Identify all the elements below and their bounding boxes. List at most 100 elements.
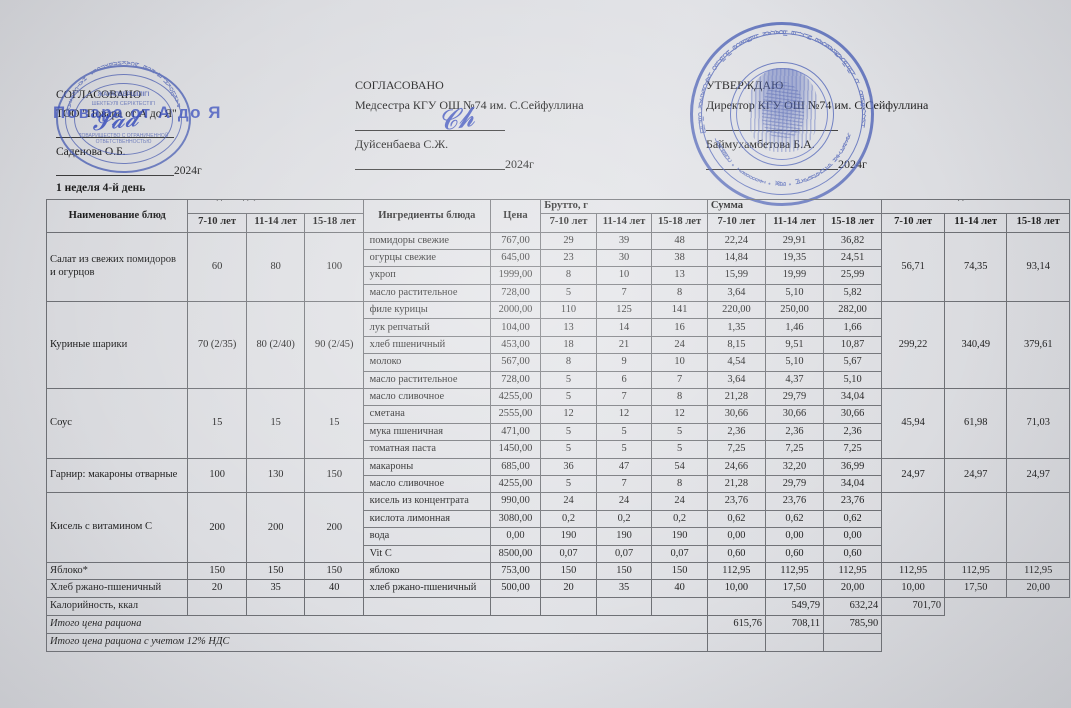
cell-sum-0: 14,84 <box>706 248 766 268</box>
table-row: лук репчатый 104,00 13 14 16 1,35 1,46 1,66 <box>47 318 1070 337</box>
cell-ingredient-name: хлеб пшеничный <box>363 335 491 355</box>
cell-summary-blank-2 <box>304 596 365 616</box>
cell-summary-value-0: 549,79 <box>764 596 825 616</box>
cell-summary-label: Калорийность, ккал <box>45 596 189 616</box>
cell-yield-2: 150 <box>304 457 365 494</box>
cell-gross-2: 190 <box>651 527 708 546</box>
cell-summary-label: Итого цена рациона с учетом 12% НДС <box>46 632 708 652</box>
cell-cost-0: 24,97 <box>881 457 946 494</box>
approval-left-org: ТОО "Повара от А до Я" <box>56 107 177 120</box>
approval-right-year: 2024г <box>838 157 867 172</box>
table-row: Vit C 8500,00 0,07 0,07 0,07 0,60 0,60 0,60 <box>47 544 1070 563</box>
cell-yield-1: 80 <box>245 231 306 303</box>
th-gross-age-1: 11-14 лет <box>595 212 653 233</box>
th-cost-age-2: 15-18 лет <box>1006 212 1070 233</box>
cell-price: 645,00 <box>489 248 542 268</box>
cell-ingredient-name: вода <box>363 527 491 546</box>
cell-summary-value-1: 632,24 <box>823 596 883 616</box>
cell-cost-0: 10,00 <box>881 579 946 598</box>
table-row: мука пшеничная 471,00 5 5 5 2,36 2,36 2,36 <box>47 422 1070 442</box>
cell-gross-0: 18 <box>540 335 597 355</box>
cell-sum-0: 3,64 <box>706 370 766 390</box>
approval-right-heading: УТВЕРЖДАЮ <box>706 78 784 92</box>
cell-ingredient-name: помидоры свежие <box>363 231 491 250</box>
cell-gross-2: 141 <box>651 301 708 320</box>
cell-dish-name: Салат из свежих помидоров и огурцов <box>45 231 189 303</box>
cell-sum-2: 2,36 <box>823 422 883 442</box>
cell-cost-2: 71,03 <box>1006 388 1070 459</box>
cell-gross-0: 8 <box>540 266 597 285</box>
cell-gross-0: 110 <box>540 301 597 320</box>
cell-ingredient-name: укроп <box>363 266 491 285</box>
th-sum-age-2: 15-18 лет <box>823 212 883 233</box>
cell-sum-0: 24,66 <box>706 457 766 476</box>
th-ingredients: Ингредиенты блюда <box>363 199 491 233</box>
cell-dish-name: Куриные шарики <box>45 301 189 390</box>
table-row: масло растительное 728,00 5 7 8 3,64 5,10 5,82 <box>47 283 1070 303</box>
cell-summary-blank-3 <box>363 596 491 616</box>
approval-left-person: Саденова О.Б. <box>56 145 126 158</box>
cell-sum-0: 30,66 <box>706 405 766 424</box>
cell-gross-2: 0,2 <box>651 509 708 529</box>
cell-price: 4255,00 <box>489 388 542 407</box>
cell-gross-0: 13 <box>540 318 597 337</box>
th-yield-group-label: Выход блюда, г <box>191 200 263 203</box>
cell-gross-1: 7 <box>595 474 653 494</box>
cell-ingredient-name: масло растительное <box>363 370 491 390</box>
cell-price: 567,00 <box>489 353 542 372</box>
cell-gross-1: 10 <box>595 266 653 285</box>
header-row-groups: Наименование блюд Выход блюда, г Ингреди… <box>45 199 1070 233</box>
cell-summary-blank-4 <box>489 596 542 616</box>
cell-ingredient-name: филе курицы <box>363 301 491 320</box>
cell-cost-2 <box>1006 492 1070 563</box>
cell-sum-0: 8,15 <box>706 335 766 355</box>
cell-sum-0: 10,00 <box>706 579 766 598</box>
cell-price: 471,00 <box>489 422 542 442</box>
cell-gross-0: 5 <box>540 370 597 390</box>
cell-yield-0: 20 <box>187 579 247 598</box>
cell-dish-name: Яблоко* <box>45 561 189 581</box>
th-cost-age-1: 11-14 лет <box>944 212 1008 233</box>
cell-gross-0: 36 <box>540 457 597 476</box>
summary-row: Итого цена рациона с учетом 12% НДС <box>46 632 1070 652</box>
cell-price: 104,00 <box>489 318 542 337</box>
th-gross-group: Брутто, г <box>540 199 708 214</box>
approval-right-signature-line <box>706 119 838 131</box>
cell-cost-1: 17,50 <box>944 579 1008 598</box>
cell-price: 1999,00 <box>489 266 542 285</box>
cell-gross-0: 0,2 <box>540 509 597 529</box>
cell-gross-2: 5 <box>651 422 708 442</box>
cell-sum-2: 36,99 <box>823 457 883 476</box>
cell-yield-2: 15 <box>304 388 365 459</box>
cell-yield-0: 60 <box>187 231 247 303</box>
cell-cost-2: 93,14 <box>1006 231 1070 303</box>
cell-sum-0: 23,76 <box>706 492 766 511</box>
cell-gross-1: 0,2 <box>595 509 653 529</box>
table-row: Кисель с витамином С 200 200 200 кисель из … <box>45 492 1070 563</box>
cell-sum-0: 7,25 <box>706 440 766 459</box>
cell-gross-2: 48 <box>651 231 708 250</box>
cell-gross-2: 16 <box>651 318 708 337</box>
cell-price: 728,00 <box>489 370 542 390</box>
cell-summary-blank-6 <box>595 596 653 616</box>
th-yield-age-1: 11-14 лет <box>245 212 306 233</box>
approval-middle-signature-line <box>355 119 505 131</box>
cell-cost-1: 340,49 <box>944 301 1008 390</box>
cell-price: 990,00 <box>489 492 542 511</box>
cell-gross-1: 21 <box>595 335 653 355</box>
cell-gross-0: 5 <box>540 440 597 459</box>
cell-ingredient-name: хлеб ржано-пшеничный <box>363 579 491 598</box>
cell-sum-2: 282,00 <box>823 301 883 320</box>
cell-gross-2: 150 <box>651 561 708 581</box>
cell-cost-0: 45,94 <box>881 388 946 459</box>
cell-summary-value-2: 785,90 <box>823 614 883 634</box>
table-row: сметана 2555,00 12 12 12 30,66 30,66 30,66 <box>47 405 1070 424</box>
th-gross-age-0: 7-10 лет <box>540 212 597 233</box>
th-yield-age-2: 15-18 лет <box>304 212 365 233</box>
cell-yield-2: 90 (2/45) <box>304 301 365 390</box>
cell-sum-2: 1,66 <box>823 318 883 337</box>
cell-yield-0: 200 <box>187 492 247 563</box>
cell-gross-0: 150 <box>540 561 597 581</box>
cell-sum-2: 20,00 <box>823 579 883 598</box>
cell-cost-0: 112,95 <box>881 561 946 581</box>
